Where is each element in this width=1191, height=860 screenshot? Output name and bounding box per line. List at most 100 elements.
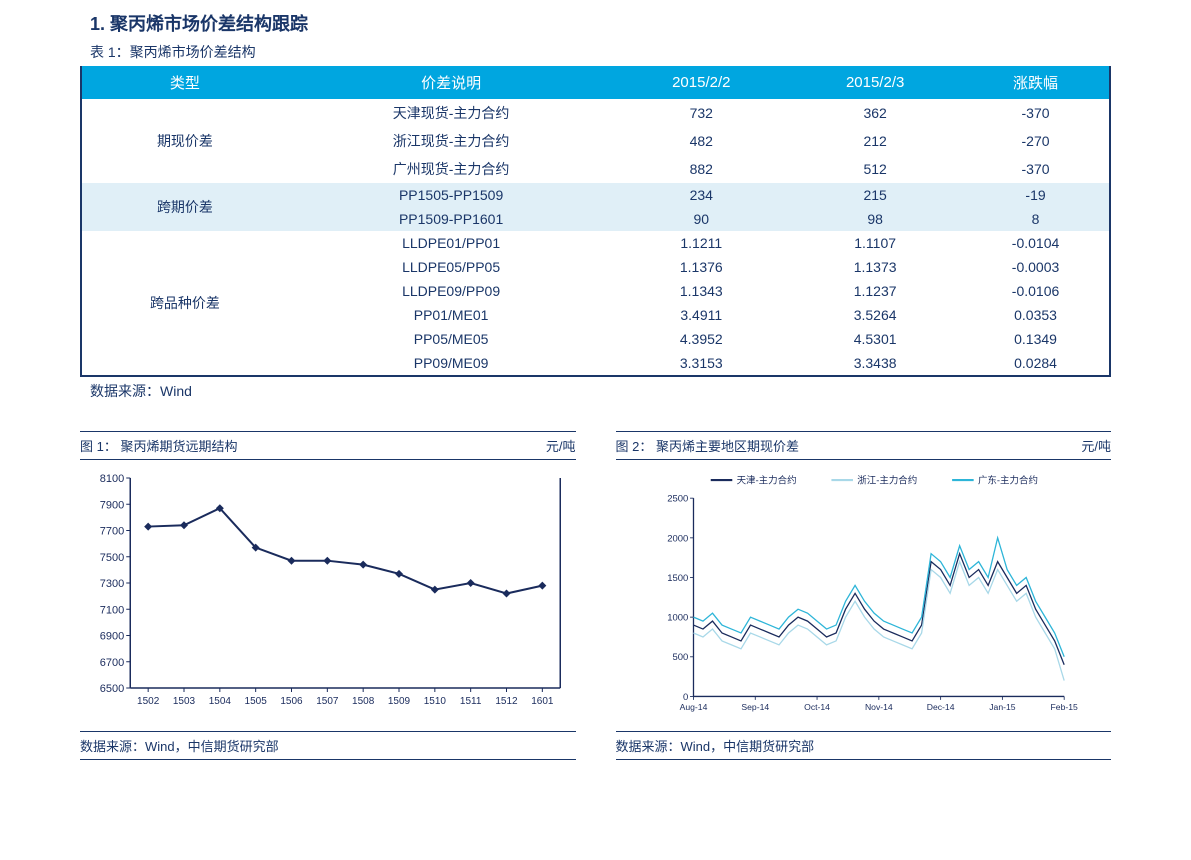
data-cell: 浙江现货-主力合约 [288,127,614,155]
table-row: 跨品种价差LLDPE01/PP011.12111.1107-0.0104 [81,231,1110,255]
data-cell: -0.0003 [962,255,1110,279]
data-cell: LLDPE05/PP05 [288,255,614,279]
svg-text:1510: 1510 [424,696,447,707]
chart2-unit: 元/吨 [1081,436,1111,455]
data-cell: PP09/ME09 [288,351,614,376]
data-cell: LLDPE09/PP09 [288,279,614,303]
svg-text:广东-主力合约: 广东-主力合约 [977,475,1037,487]
svg-text:浙江-主力合约: 浙江-主力合约 [857,475,917,487]
data-cell: 1.1343 [614,279,788,303]
data-cell: -270 [962,127,1110,155]
data-cell: 732 [614,99,788,127]
data-cell: PP05/ME05 [288,327,614,351]
category-cell: 期现价差 [81,99,288,183]
chart1-unit: 元/吨 [546,436,576,455]
data-cell: 广州现货-主力合约 [288,155,614,183]
svg-text:1000: 1000 [667,613,688,624]
svg-text:Jan-15: Jan-15 [989,702,1016,712]
chart1-source: 数据来源：Wind，中信期货研究部 [80,731,576,760]
svg-text:7700: 7700 [100,526,124,538]
svg-text:7100: 7100 [100,604,124,616]
svg-text:Feb-15: Feb-15 [1050,702,1077,712]
data-cell: 4.3952 [614,327,788,351]
svg-text:1512: 1512 [495,696,518,707]
data-cell: 1.1376 [614,255,788,279]
data-cell: LLDPE01/PP01 [288,231,614,255]
svg-text:天津-主力合约: 天津-主力合约 [736,475,796,487]
chart2-block: 图 2： 聚丙烯主要地区期现价差 元/吨 0 500 1000 1500 2000 250… [616,431,1112,760]
data-cell: 90 [614,207,788,231]
svg-text:500: 500 [672,652,688,663]
svg-text:1507: 1507 [316,696,339,707]
data-cell: 4.5301 [788,327,962,351]
svg-text:1508: 1508 [352,696,375,707]
table-caption: 表 1：聚丙烯市场价差结构 [80,42,1111,62]
col-header: 价差说明 [288,66,614,99]
data-cell: 1.1107 [788,231,962,255]
data-cell: 212 [788,127,962,155]
data-cell: -370 [962,155,1110,183]
svg-text:2000: 2000 [667,533,688,544]
data-cell: 98 [788,207,962,231]
chart2-svg: 05001000150020002500Aug-14Sep-14Oct-14No… [616,468,1112,718]
category-cell: 跨品种价差 [81,231,288,376]
data-cell: 1.1373 [788,255,962,279]
data-cell: 215 [788,183,962,207]
chart1-title: 图 1： 聚丙烯期货远期结构 [80,436,237,455]
chart2-source: 数据来源：Wind，中信期货研究部 [616,731,1112,760]
table-row: 跨期价差PP1505-PP1509234215-19 [81,183,1110,207]
col-header: 涨跌幅 [962,66,1110,99]
chart1-block: 图 1： 聚丙烯期货远期结构 元/吨 650067006900710073007… [80,431,576,760]
data-cell: -370 [962,99,1110,127]
svg-text:6700: 6700 [100,657,124,669]
col-header: 2015/2/2 [614,66,788,99]
data-cell: 8 [962,207,1110,231]
data-cell: 482 [614,127,788,155]
svg-text:Oct-14: Oct-14 [804,702,830,712]
svg-text:6500: 6500 [100,683,124,695]
col-header: 2015/2/3 [788,66,962,99]
svg-text:Sep-14: Sep-14 [741,702,769,712]
category-cell: 跨期价差 [81,183,288,231]
data-cell: 1.1211 [614,231,788,255]
data-cell: 天津现货-主力合约 [288,99,614,127]
data-cell: 3.5264 [788,303,962,327]
svg-text:1502: 1502 [137,696,160,707]
svg-text:1601: 1601 [531,696,554,707]
data-cell: 1.1237 [788,279,962,303]
svg-text:7500: 7500 [100,552,124,564]
svg-text:2500: 2500 [667,494,688,505]
price-spread-table: 类型价差说明2015/2/22015/2/3涨跌幅 期现价差天津现货-主力合约7… [80,66,1111,377]
svg-text:1511: 1511 [460,696,482,707]
col-header: 类型 [81,66,288,99]
data-cell: -0.0106 [962,279,1110,303]
chart2-title: 图 2： 聚丙烯主要地区期现价差 [616,436,799,455]
svg-text:8100: 8100 [100,473,124,485]
data-cell: 0.1349 [962,327,1110,351]
data-cell: 0.0284 [962,351,1110,376]
svg-text:1506: 1506 [280,696,303,707]
chart1-svg: 6500670069007100730075007700790081001502… [80,468,576,718]
data-cell: 234 [614,183,788,207]
svg-text:1505: 1505 [245,696,268,707]
data-cell: PP1509-PP1601 [288,207,614,231]
svg-text:7900: 7900 [100,499,124,511]
table-source: 数据来源：Wind [80,381,1111,401]
svg-text:Dec-14: Dec-14 [926,702,954,712]
data-cell: 882 [614,155,788,183]
svg-text:1503: 1503 [173,696,196,707]
svg-text:6900: 6900 [100,631,124,643]
data-cell: 3.4911 [614,303,788,327]
data-cell: 362 [788,99,962,127]
svg-text:Nov-14: Nov-14 [864,702,892,712]
table-row: 期现价差天津现货-主力合约732362-370 [81,99,1110,127]
svg-text:1500: 1500 [667,573,688,584]
data-cell: 3.3153 [614,351,788,376]
section-title: 1. 聚丙烯市场价差结构跟踪 [80,10,1111,36]
data-cell: -19 [962,183,1110,207]
svg-text:0: 0 [683,692,688,703]
data-cell: PP1505-PP1509 [288,183,614,207]
data-cell: -0.0104 [962,231,1110,255]
svg-text:1509: 1509 [388,696,411,707]
data-cell: PP01/ME01 [288,303,614,327]
